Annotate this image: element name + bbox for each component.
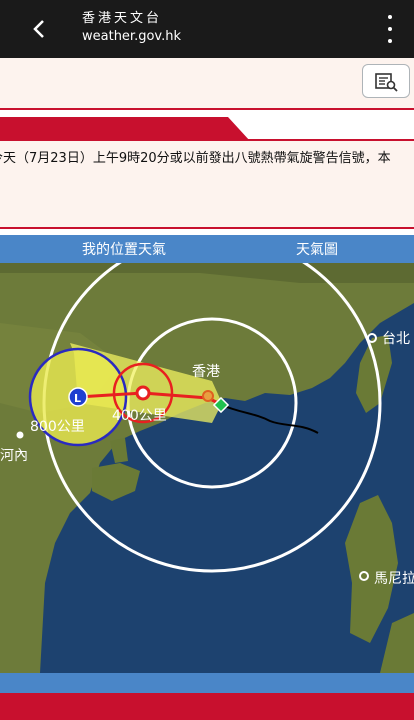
bottom-nav-strip xyxy=(0,673,414,693)
current-position-icon[interactable] xyxy=(212,396,230,414)
map-canvas: L 香港 台北 河內 馬尼拉 800公里 400公里 xyxy=(0,263,414,673)
site-url: weather.gov.hk xyxy=(82,29,182,44)
forecast-circle-24h xyxy=(112,362,174,424)
bottom-red-bar xyxy=(0,693,414,720)
reader-mode-button[interactable] xyxy=(362,64,410,98)
forecast-position-24h[interactable] xyxy=(135,385,151,401)
menu-dot xyxy=(388,27,392,31)
page-toolbar xyxy=(0,58,414,110)
tab-bar: 我的位置天氣 天氣圖 xyxy=(0,235,414,263)
label-hanoi: 河內 xyxy=(0,448,28,464)
label-radius-800km: 800公里 xyxy=(30,419,85,435)
label-radius-400km: 400公里 xyxy=(112,408,167,424)
warning-band xyxy=(0,117,414,141)
storm-marker-low: L xyxy=(74,392,81,405)
label-taipei: 台北 xyxy=(382,331,410,347)
manila-pin-icon xyxy=(359,571,369,581)
label-hong-kong: 香港 xyxy=(192,364,220,380)
tab-weather-chart[interactable]: 天氣圖 xyxy=(296,242,338,258)
app-bar: 香港天文台 weather.gov.hk xyxy=(0,0,414,58)
leizhou-peninsula xyxy=(110,438,128,463)
forecast-position-12h[interactable] xyxy=(202,390,214,402)
site-title: 香港天文台 xyxy=(82,11,163,26)
philippines-south xyxy=(380,613,414,673)
luzon-island xyxy=(345,495,398,643)
hainan-island xyxy=(92,463,140,501)
chevron-left-icon xyxy=(33,20,44,38)
menu-dot xyxy=(388,39,392,43)
taipei-pin-icon xyxy=(367,333,377,343)
ticker-text: 今天（7月23日）上午9時20分或以前發出八號熱帶氣旋警告信號，本 xyxy=(0,151,391,166)
tab-my-location-weather[interactable]: 我的位置天氣 xyxy=(82,242,166,258)
taiwan-island xyxy=(356,335,392,413)
reader-search-icon xyxy=(375,73,398,92)
forecast-position-72h[interactable] xyxy=(68,387,88,407)
forecast-circle-48h xyxy=(28,347,128,447)
past-track-line xyxy=(221,404,319,434)
more-vertical-icon xyxy=(388,15,392,19)
forecast-track-line xyxy=(77,391,223,407)
more-menu-button[interactable] xyxy=(380,15,400,43)
site-title-block: 香港天文台 weather.gov.hk xyxy=(82,10,181,46)
typhoon-track-map[interactable]: L 香港 台北 河內 馬尼拉 800公里 400公里 xyxy=(0,263,414,673)
warning-ticker[interactable]: 今天（7月23日）上午9時20分或以前發出八號熱帶氣旋警告信號，本 xyxy=(0,141,414,229)
hanoi-pin-icon xyxy=(16,431,24,439)
back-button[interactable] xyxy=(26,16,52,42)
label-manila: 馬尼拉 xyxy=(374,571,414,587)
